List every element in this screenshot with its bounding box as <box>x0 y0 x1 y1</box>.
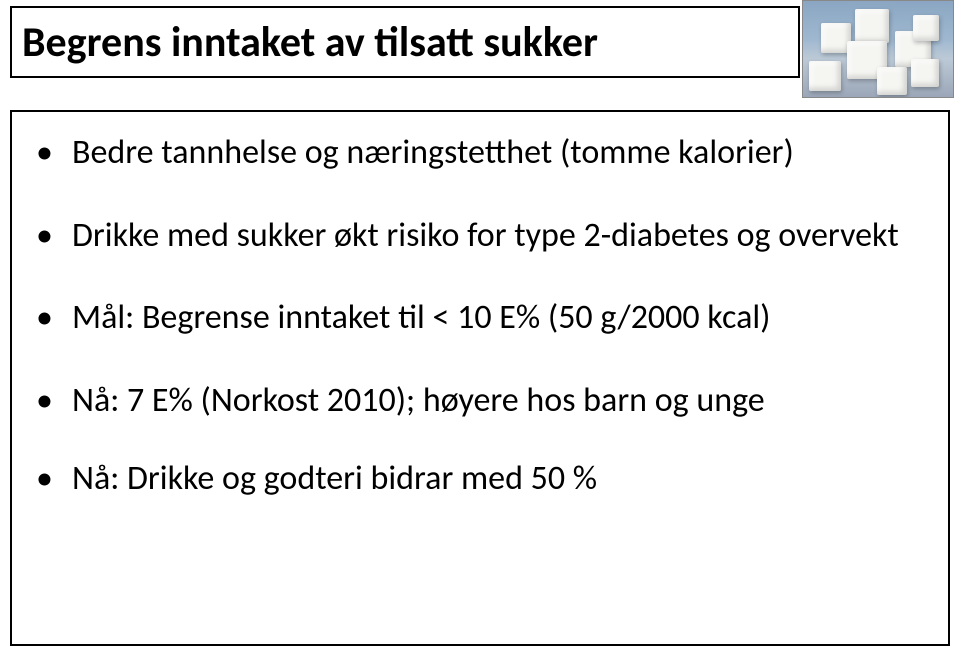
content-container: Bedre tannhelse og næringstetthet (tomme… <box>10 110 950 646</box>
sugar-cubes-image <box>802 0 954 98</box>
bullet-item: Nå: 7 E% (Norkost 2010); høyere hos barn… <box>30 380 930 423</box>
slide-title: Begrens inntaket av tilsatt sukker <box>22 17 598 68</box>
bullet-item: Mål: Begrense inntaket til < 10 E% (50 g… <box>30 297 930 340</box>
bullet-text: Nå: 7 E% (Norkost 2010); høyere hos barn… <box>72 380 765 421</box>
bullet-text: Nå: Drikke og godteri bidrar med 50 % <box>72 458 597 499</box>
bullet-item: Drikke med sukker økt risiko for type 2-… <box>30 215 930 258</box>
bullet-text: Mål: Begrense inntaket til < 10 E% (50 g… <box>72 297 770 338</box>
title-container: Begrens inntaket av tilsatt sukker <box>10 6 800 78</box>
bullet-list: Bedre tannhelse og næringstetthet (tomme… <box>30 132 930 501</box>
bullet-text: Bedre tannhelse og næringstetthet (tomme… <box>72 132 794 173</box>
bullet-item: Bedre tannhelse og næringstetthet (tomme… <box>30 132 930 175</box>
bullet-item: Nå: Drikke og godteri bidrar med 50 % <box>30 458 930 501</box>
bullet-text: Drikke med sukker økt risiko for type 2-… <box>72 215 899 256</box>
